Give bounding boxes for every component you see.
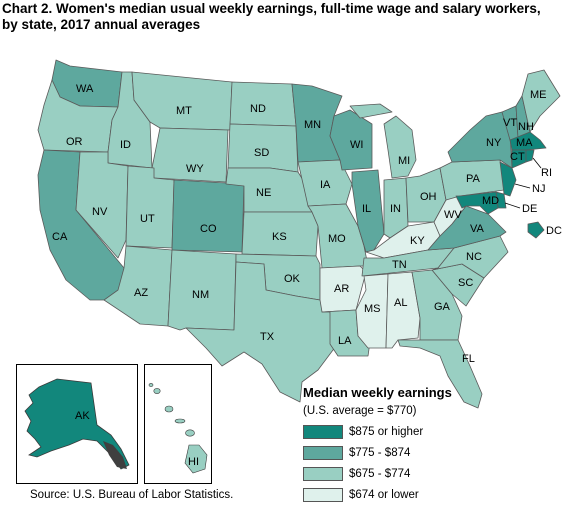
label-tx: TX <box>260 331 275 343</box>
state-fl <box>397 339 483 409</box>
hi-island-niihau <box>148 383 154 387</box>
hi-island-maui <box>185 429 195 437</box>
label-la: LA <box>338 335 352 347</box>
label-ms: MS <box>364 303 381 315</box>
map-legend: Median weekly earnings (U.S. average = $… <box>303 385 573 505</box>
label-vt: VT <box>503 117 517 129</box>
map-title-line1: Chart 2. Women's median usual weekly ear… <box>2 1 541 16</box>
label-il: IL <box>362 203 371 215</box>
label-mo: MO <box>328 233 346 245</box>
legend-item-high: $775 - $874 <box>303 442 573 463</box>
label-co: CO <box>200 223 217 235</box>
label-ne: NE <box>256 187 271 199</box>
hi-island-molokai <box>174 418 186 424</box>
state-ak <box>24 378 130 470</box>
label-oh: OH <box>420 191 437 203</box>
label-ut: UT <box>140 213 155 225</box>
legend-label-high: $775 - $874 <box>349 446 411 459</box>
label-nd: ND <box>250 103 266 115</box>
hawaii-inset: HI <box>144 364 212 484</box>
legend-item-mid: $675 - $774 <box>303 463 573 484</box>
legend-list: $875 or higher $775 - $874 $675 - $774 $… <box>303 421 573 505</box>
label-nh: NH <box>518 121 534 133</box>
label-md: MD <box>482 195 499 207</box>
state-mi <box>349 103 417 179</box>
legend-label-low: $674 or lower <box>349 488 419 501</box>
state-dc <box>527 221 545 239</box>
label-or: OR <box>66 136 83 148</box>
label-nj: NJ <box>532 183 545 195</box>
label-wv: WV <box>444 209 462 221</box>
label-ga: GA <box>434 301 451 313</box>
label-wi: WI <box>350 139 363 151</box>
state-wi <box>329 109 373 171</box>
hawaii-map: HI <box>148 383 208 474</box>
alaska-map: AK <box>24 378 130 470</box>
label-id: ID <box>120 139 131 151</box>
label-fl: FL <box>462 353 475 365</box>
label-pa: PA <box>466 173 481 185</box>
leader-ri <box>532 157 542 169</box>
label-sd: SD <box>254 147 269 159</box>
label-al: AL <box>394 297 407 309</box>
legend-item-highest: $875 or higher <box>303 421 573 442</box>
label-ak: AK <box>75 410 90 422</box>
label-va: VA <box>470 223 485 235</box>
label-in: IN <box>390 203 401 215</box>
source-note: Source: U.S. Bureau of Labor Statistics. <box>30 489 234 501</box>
map-title: Chart 2. Women's median usual weekly ear… <box>2 1 582 33</box>
label-az: AZ <box>134 287 148 299</box>
label-ca: CA <box>52 231 68 243</box>
label-dc: DC <box>546 225 562 237</box>
state-ri <box>525 149 535 163</box>
label-ky: KY <box>410 235 425 247</box>
label-de: DE <box>522 203 537 215</box>
label-ny: NY <box>486 137 502 149</box>
state-co <box>171 179 245 253</box>
label-mi: MI <box>398 155 410 167</box>
legend-item-low: $674 or lower <box>303 484 573 505</box>
label-ct: CT <box>510 151 525 163</box>
alaska-inset: AK <box>16 364 138 484</box>
label-mn: MN <box>304 119 321 131</box>
leader-de <box>504 202 521 209</box>
label-ar: AR <box>334 283 349 295</box>
legend-subtitle: (U.S. average = $770) <box>303 405 417 417</box>
label-hi: HI <box>188 456 199 468</box>
hi-island-oahu <box>164 405 174 413</box>
legend-label-mid: $675 - $774 <box>349 467 411 480</box>
label-ks: KS <box>272 231 287 243</box>
hi-island-big <box>184 444 208 474</box>
label-wy: WY <box>186 163 204 175</box>
legend-title: Median weekly earnings <box>303 385 452 400</box>
legend-swatch-low <box>303 487 343 502</box>
state-wy <box>151 127 229 183</box>
legend-swatch-mid <box>303 466 343 481</box>
label-wa: WA <box>76 83 94 95</box>
label-ri: RI <box>541 167 552 179</box>
legend-swatch-highest <box>303 424 343 439</box>
label-ma: MA <box>516 137 533 149</box>
state-md <box>455 191 499 215</box>
hi-island-kauai <box>153 388 161 394</box>
map-title-line2: by state, 2017 annual averages <box>2 17 201 32</box>
label-ok: OK <box>284 273 301 285</box>
label-nv: NV <box>92 206 108 218</box>
label-mt: MT <box>176 105 192 117</box>
legend-swatch-high <box>303 445 343 460</box>
state-nj <box>499 161 517 197</box>
label-me: ME <box>530 89 547 101</box>
state-ks <box>241 211 319 257</box>
legend-label-highest: $875 or higher <box>349 425 424 438</box>
label-nc: NC <box>466 251 482 263</box>
label-tn: TN <box>392 259 407 271</box>
state-tx <box>185 261 337 403</box>
label-nm: NM <box>192 289 209 301</box>
label-sc: SC <box>458 277 473 289</box>
label-ia: IA <box>320 179 331 191</box>
leader-nj <box>514 183 531 189</box>
